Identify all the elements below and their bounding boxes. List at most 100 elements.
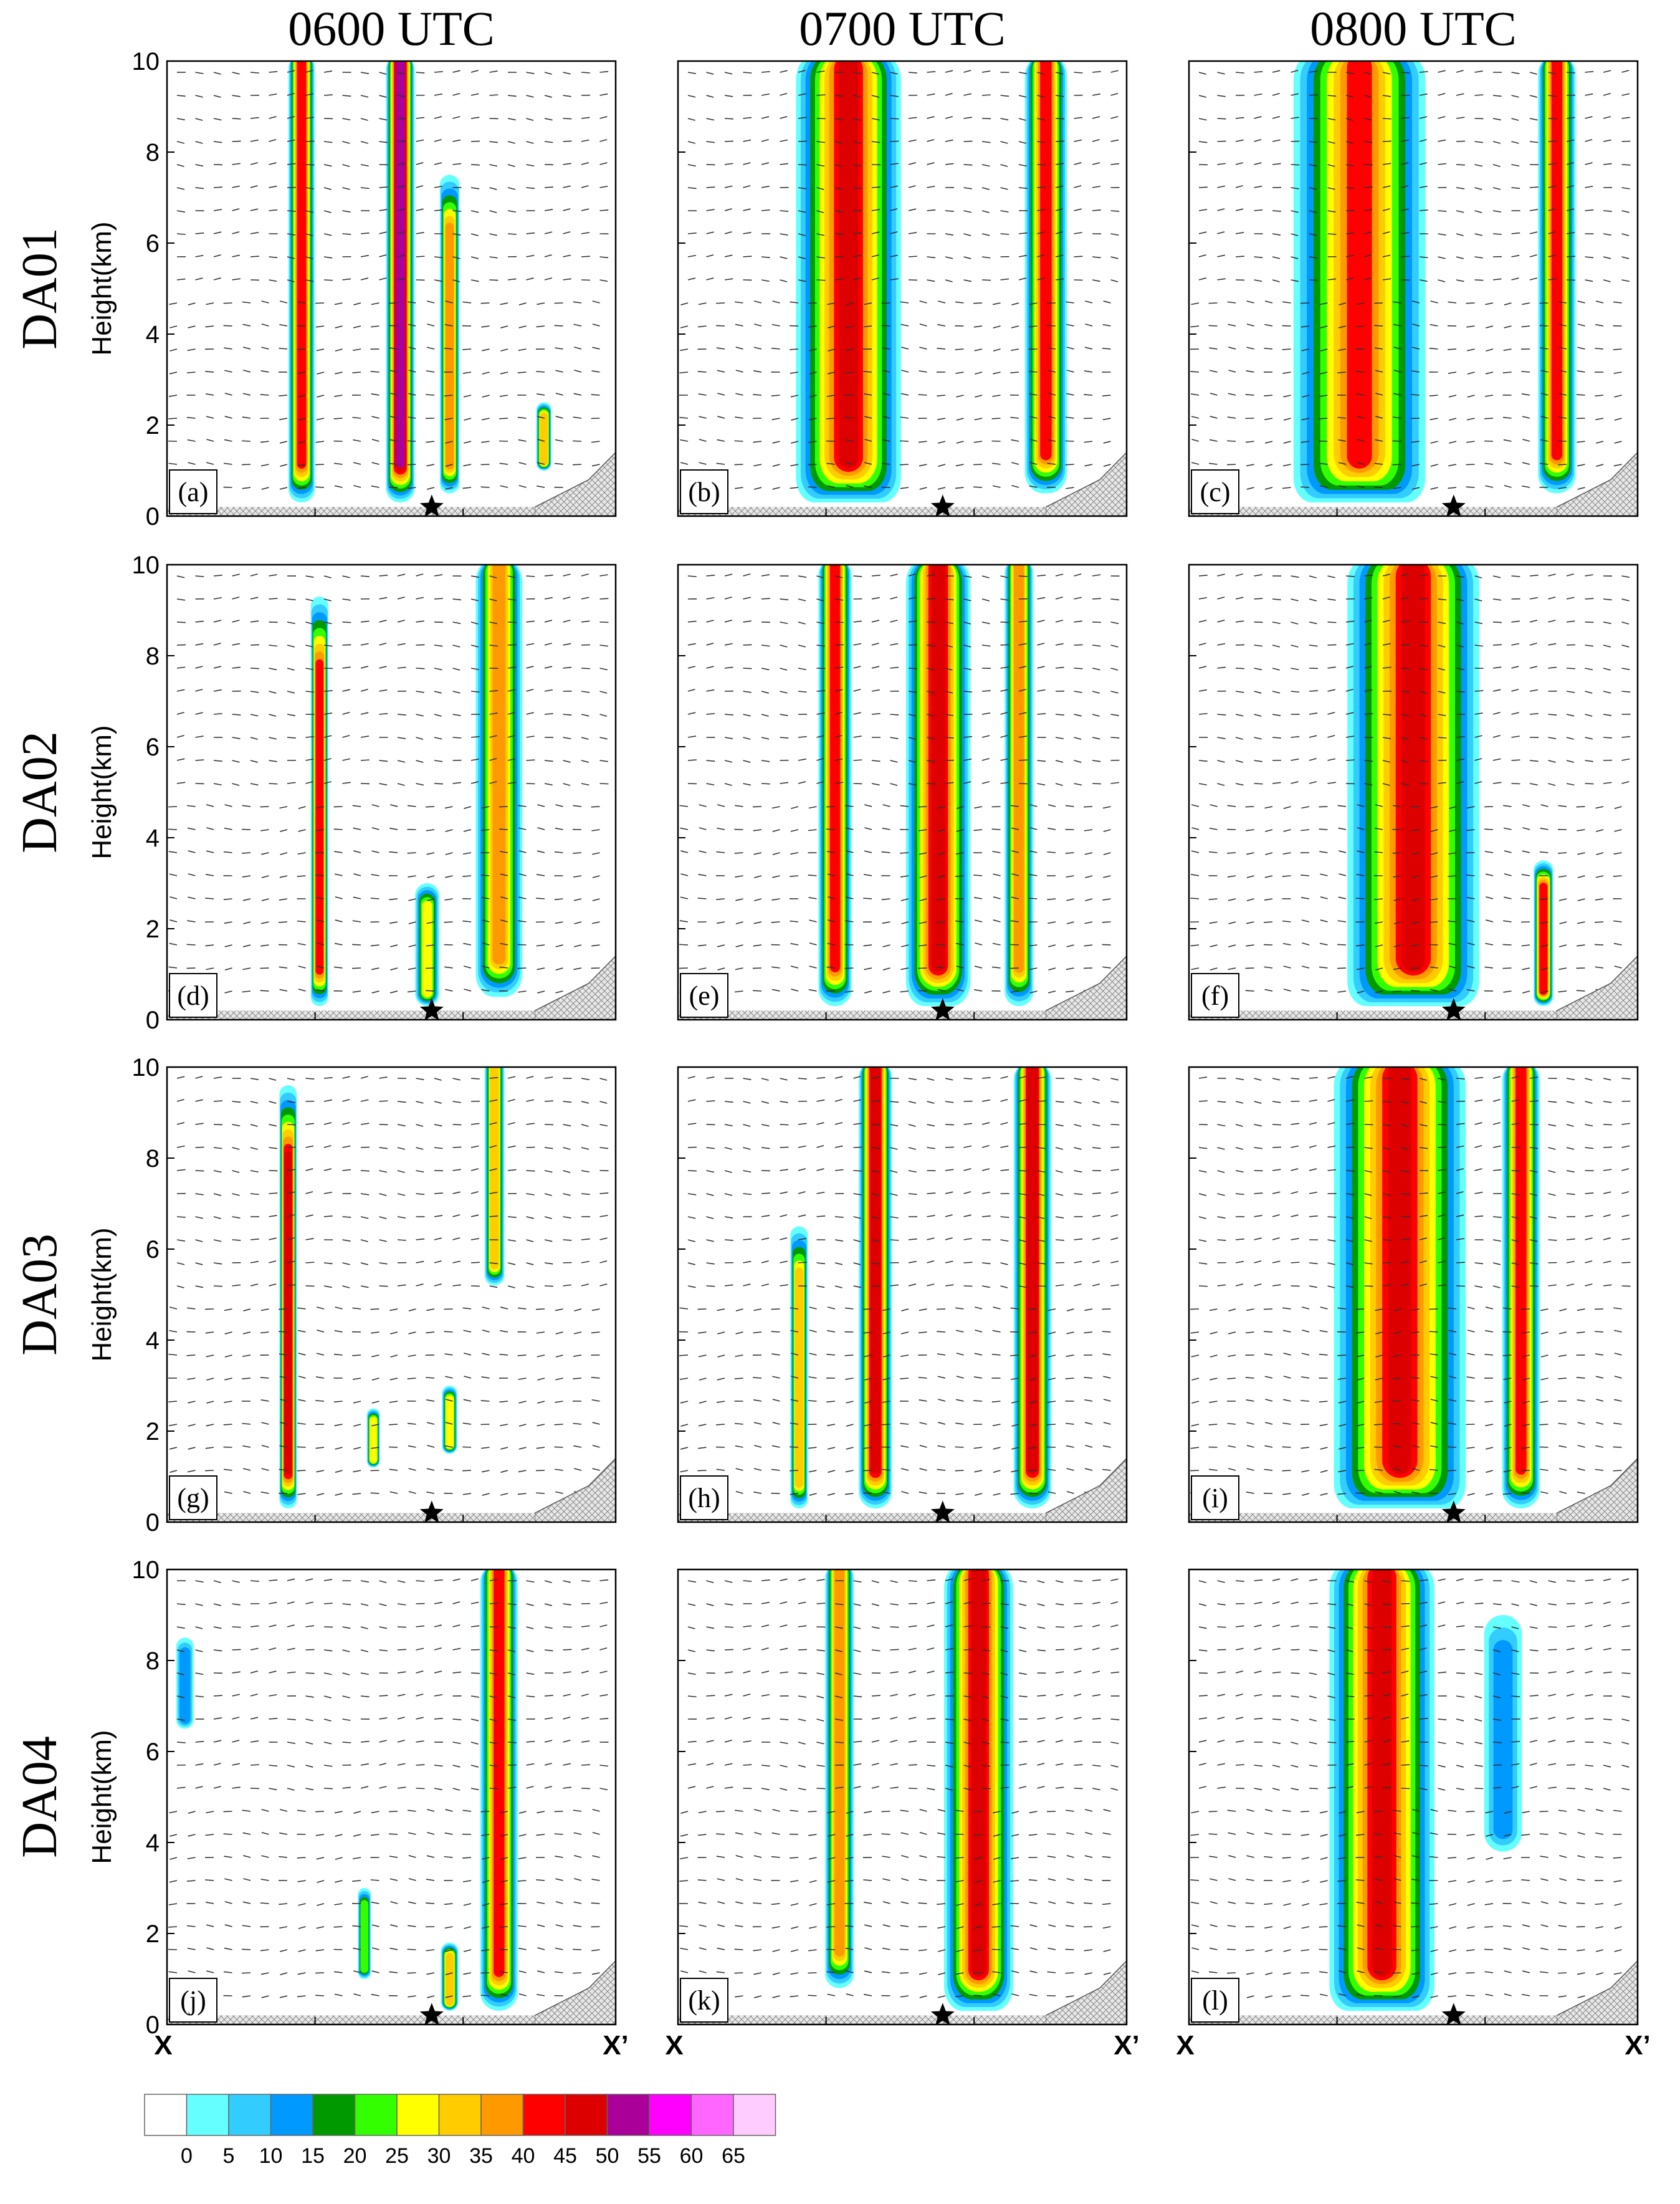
wind-vector <box>434 1101 442 1104</box>
wind-vector <box>798 668 806 671</box>
wind-vector <box>706 597 715 600</box>
wind-vector <box>706 575 715 577</box>
wind-vector <box>591 1902 600 1904</box>
wind-vector <box>1264 1353 1273 1356</box>
wind-vector <box>1000 758 1009 761</box>
wind-vector <box>581 139 589 142</box>
wind-vector <box>554 851 563 853</box>
wind-vector <box>480 1811 490 1813</box>
wind-vector <box>323 164 332 167</box>
wind-vector <box>1566 1238 1575 1240</box>
wind-vector <box>168 828 178 830</box>
wind-vector <box>1382 185 1391 188</box>
wind-vector <box>1382 72 1391 75</box>
wind-vector <box>1548 620 1556 623</box>
wind-vector <box>434 691 442 694</box>
wind-vector <box>599 760 608 762</box>
wind-vector <box>1217 760 1225 763</box>
wind-vector <box>279 1308 288 1310</box>
wind-vector <box>480 874 490 876</box>
wind-vector <box>481 806 490 809</box>
wind-vector <box>1018 1216 1027 1219</box>
wind-vector <box>1265 852 1273 855</box>
wind-vector <box>1474 575 1482 578</box>
wind-vector <box>809 942 817 946</box>
wind-vector <box>452 279 461 282</box>
wind-vector <box>250 620 259 623</box>
wind-vector <box>1092 621 1101 623</box>
wind-vector <box>426 370 435 373</box>
wind-vector <box>1521 1331 1530 1334</box>
wind-vector <box>1319 1401 1328 1403</box>
wind-vector <box>1283 395 1291 398</box>
wind-vector <box>470 187 480 189</box>
wind-vector <box>287 256 295 259</box>
reflectivity-contour <box>1014 565 1024 973</box>
wind-vector <box>1254 668 1262 671</box>
wind-vector <box>706 209 715 211</box>
wind-vector <box>1327 598 1336 601</box>
wind-vector <box>975 371 983 375</box>
wind-vector <box>360 141 369 144</box>
wind-vector <box>1319 395 1328 397</box>
wind-vector <box>555 416 563 419</box>
wind-vector <box>716 1469 725 1471</box>
wind-vector <box>1614 1376 1622 1379</box>
wind-vector <box>206 416 214 419</box>
wind-vector <box>955 348 964 350</box>
wind-vector <box>1327 1262 1335 1265</box>
wind-vector <box>599 1237 608 1240</box>
wind-vector <box>724 643 733 646</box>
wind-vector <box>269 93 277 96</box>
wind-vector <box>1521 898 1530 899</box>
wind-vector <box>963 1145 972 1148</box>
wind-vector <box>360 254 369 257</box>
wind-vector <box>1419 760 1428 762</box>
wind-vector <box>334 1424 343 1427</box>
wind-vector <box>717 370 725 373</box>
wind-vector <box>1401 1260 1410 1263</box>
wind-vector <box>1539 1424 1549 1425</box>
wind-vector <box>452 1146 462 1148</box>
wind-vector <box>176 1169 186 1171</box>
wind-vector <box>1576 1331 1585 1334</box>
wind-vector <box>518 1970 527 1973</box>
wind-vector <box>297 1880 306 1882</box>
wind-vector <box>771 395 780 397</box>
wind-vector <box>1559 1491 1567 1494</box>
wind-vector <box>834 689 843 692</box>
wind-vector <box>1037 666 1045 669</box>
wind-vector <box>353 1970 361 1973</box>
wind-vector <box>844 1354 854 1356</box>
wind-vector <box>1011 896 1019 899</box>
wind-vector <box>360 72 370 74</box>
wind-vector <box>342 118 351 121</box>
wind-vector <box>445 487 453 490</box>
wind-vector <box>1485 371 1494 375</box>
wind-vector <box>724 95 733 97</box>
wind-vector <box>279 966 288 969</box>
wind-vector <box>298 1903 306 1906</box>
wind-vector <box>379 1649 388 1652</box>
wind-vector <box>1577 1468 1585 1471</box>
wind-vector <box>1066 1308 1074 1311</box>
wind-vector <box>1246 347 1254 350</box>
wind-vector <box>489 758 497 761</box>
wind-vector <box>1254 1124 1262 1127</box>
wind-vector <box>250 162 258 165</box>
wind-vector <box>871 277 879 280</box>
wind-vector <box>360 1763 369 1766</box>
wind-vector <box>287 1214 295 1217</box>
wind-vector <box>269 1624 277 1627</box>
wind-vector <box>176 598 186 601</box>
wind-vector <box>1548 573 1556 577</box>
wind-vector <box>206 1970 214 1973</box>
wind-vector <box>871 620 880 623</box>
wind-vector <box>452 1284 461 1286</box>
wind-vector <box>761 1237 770 1240</box>
wind-vector <box>334 462 343 465</box>
wind-vector <box>573 967 582 970</box>
wind-vector <box>416 783 424 786</box>
wind-vector <box>169 919 178 922</box>
wind-vector <box>250 185 258 188</box>
